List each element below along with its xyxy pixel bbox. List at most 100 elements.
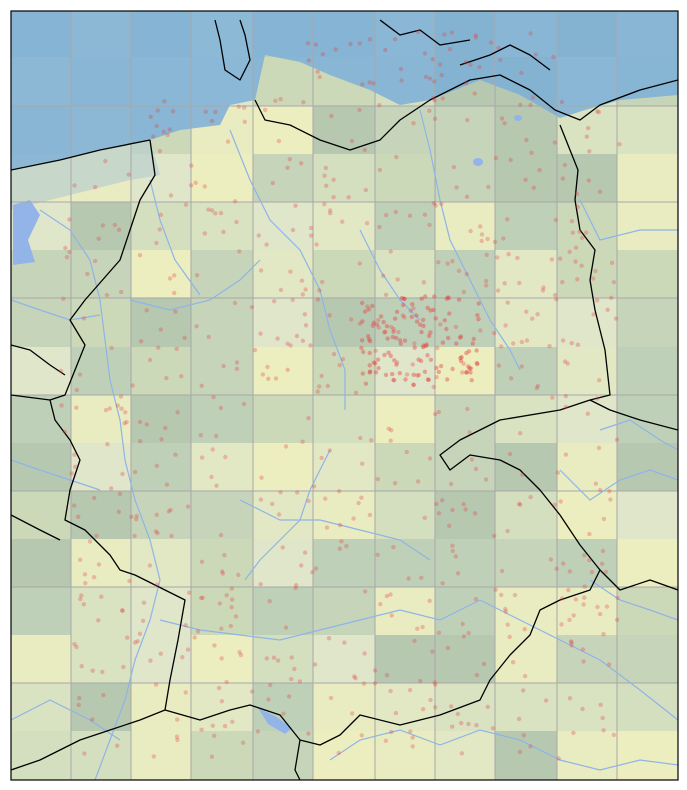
terrain-tile — [435, 202, 496, 251]
point — [275, 336, 280, 341]
point — [64, 255, 70, 260]
point — [474, 360, 480, 366]
point — [313, 42, 318, 47]
point — [172, 290, 177, 296]
river — [239, 499, 431, 561]
point — [147, 357, 153, 363]
point — [74, 387, 80, 393]
point — [107, 406, 112, 411]
point — [99, 594, 104, 599]
point — [410, 302, 415, 307]
point — [225, 139, 231, 144]
map-frame — [10, 10, 679, 781]
point — [362, 651, 367, 656]
terrain-tile — [313, 154, 376, 203]
point — [424, 342, 429, 347]
point — [611, 280, 617, 285]
point — [383, 738, 389, 743]
point — [292, 666, 297, 672]
point — [415, 479, 421, 484]
point — [270, 501, 275, 507]
point — [414, 319, 420, 324]
point — [141, 600, 147, 605]
point — [83, 581, 88, 586]
point — [74, 405, 79, 410]
point — [611, 732, 616, 738]
point — [337, 522, 343, 528]
point — [518, 502, 523, 507]
terrain-tile — [375, 250, 436, 299]
terrain-tile — [11, 635, 72, 684]
terrain-tile — [557, 154, 618, 203]
point — [336, 750, 341, 756]
terrain-tile — [435, 683, 496, 732]
point — [319, 455, 324, 461]
terrain-tile — [11, 587, 72, 636]
point — [402, 338, 408, 343]
terrain-tile — [191, 491, 254, 540]
terrain-tile — [617, 106, 678, 155]
point — [206, 207, 211, 212]
point — [496, 45, 501, 51]
point — [595, 604, 600, 610]
point — [383, 329, 388, 334]
point — [94, 533, 99, 538]
point — [199, 559, 205, 564]
point — [586, 178, 591, 183]
point — [439, 201, 444, 207]
terrain-tile — [71, 202, 132, 251]
point — [157, 227, 162, 232]
point — [418, 358, 424, 364]
point — [320, 279, 325, 285]
terrain-tile — [313, 250, 376, 299]
point — [290, 227, 296, 233]
point — [563, 404, 568, 410]
point — [391, 329, 396, 334]
point — [278, 97, 283, 102]
point — [378, 314, 384, 319]
point — [374, 322, 380, 327]
point — [445, 645, 451, 651]
point — [367, 80, 372, 85]
point — [483, 278, 489, 284]
point — [229, 586, 234, 591]
point — [493, 587, 498, 592]
point — [174, 734, 180, 739]
river — [244, 449, 331, 581]
point — [440, 340, 446, 345]
point — [421, 343, 426, 348]
point — [361, 681, 367, 686]
terrain-tile — [253, 539, 314, 588]
point — [449, 30, 454, 35]
point — [475, 361, 480, 367]
point — [575, 204, 581, 210]
terrain-tile — [435, 587, 496, 636]
point — [312, 662, 318, 667]
point — [421, 345, 426, 350]
point — [584, 134, 589, 139]
point — [459, 751, 465, 756]
point — [323, 165, 328, 171]
point — [606, 662, 612, 667]
terrain-tile — [617, 587, 678, 636]
point — [567, 249, 572, 254]
terrain-tile — [617, 443, 678, 492]
point — [553, 217, 558, 223]
point — [411, 372, 416, 377]
point — [427, 108, 432, 113]
point — [609, 260, 615, 265]
point — [418, 322, 423, 327]
point — [567, 617, 572, 623]
point — [337, 546, 342, 551]
point — [615, 595, 620, 601]
point — [349, 138, 355, 144]
point — [495, 255, 500, 260]
point — [211, 394, 216, 400]
point — [187, 590, 192, 595]
point — [372, 681, 378, 686]
point — [209, 208, 215, 213]
point — [122, 421, 127, 426]
point — [390, 371, 395, 377]
point — [189, 163, 194, 168]
point — [331, 351, 337, 357]
